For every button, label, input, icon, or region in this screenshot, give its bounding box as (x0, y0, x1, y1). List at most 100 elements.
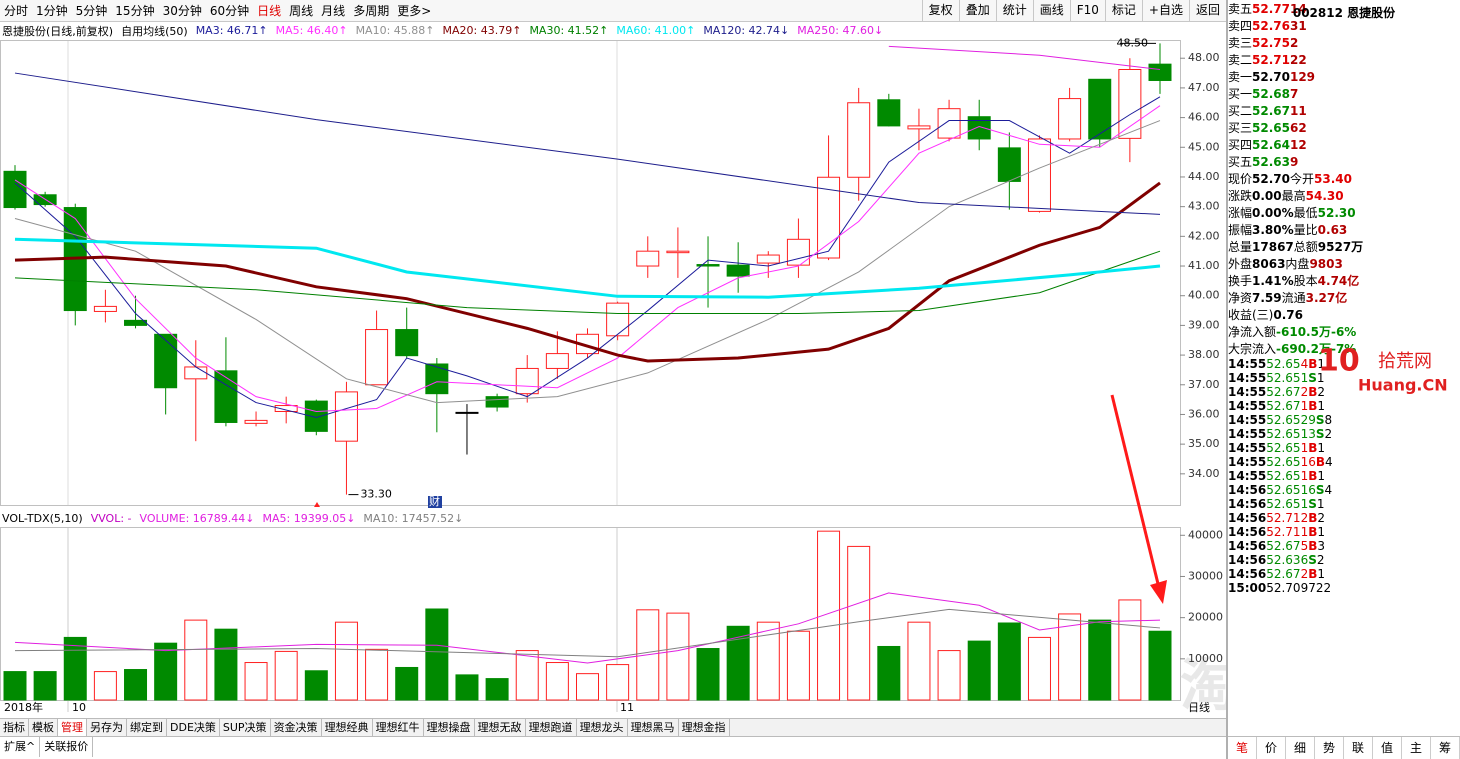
cell: 换手 (1228, 274, 1253, 288)
indicator-tab[interactable]: SUP决策 (220, 719, 271, 736)
cell: 今开 (1289, 172, 1314, 186)
trade-row: 14:5652.712B2 (1228, 511, 1460, 525)
volume-bar (817, 530, 841, 701)
panel-tab[interactable]: 值 (1373, 737, 1402, 759)
cell: 52.67 (1266, 385, 1301, 399)
period-tab[interactable]: 60分钟 (209, 4, 250, 18)
order-row: 卖一52.70129 (1228, 68, 1460, 85)
indicator-tab[interactable]: 理想操盘 (424, 719, 475, 736)
y-tick-label: 43.00 (1188, 200, 1220, 213)
period-tab[interactable]: 5分钟 (75, 4, 108, 18)
indicator-tab[interactable]: 管理 (58, 719, 87, 736)
candle-body (395, 329, 419, 357)
cell: 1 (1300, 525, 1309, 539)
cell: B (1308, 385, 1318, 399)
toolbar-button[interactable]: 统计 (995, 0, 1033, 21)
cell: 52.65 (1266, 441, 1301, 455)
period-tab[interactable]: 30分钟 (162, 4, 202, 18)
toolbar-button[interactable]: F10 (1069, 0, 1105, 21)
indicator-tab[interactable]: 理想龙头 (577, 719, 628, 736)
toolbar-button[interactable]: +自选 (1141, 0, 1189, 21)
quote-row: 涨幅0.00%最低52.30 (1228, 204, 1460, 221)
candle-body (545, 353, 569, 369)
period-tab[interactable]: 1分钟 (36, 4, 68, 18)
y-tick-label: 37.00 (1188, 378, 1220, 391)
indicator-tab[interactable]: 理想经典 (322, 719, 373, 736)
period-tab[interactable]: 日线 (257, 4, 282, 18)
toolbar-button[interactable]: 标记 (1104, 0, 1142, 21)
panel-tab[interactable]: 势 (1315, 737, 1344, 759)
cell: 4.74亿 (1317, 274, 1360, 288)
period-tab[interactable]: 月线 (321, 4, 346, 18)
indicator-tab[interactable]: DDE决策 (167, 719, 220, 736)
cell: 1 (1300, 469, 1309, 483)
cell: 1 (1300, 371, 1309, 385)
candle-body (214, 370, 238, 423)
indicator-tab[interactable]: 资金决策 (271, 719, 322, 736)
y-tick-label: 44.00 (1188, 170, 1220, 183)
trade-row: 14:5552.6529S8 (1228, 413, 1460, 427)
quote-row: 振幅3.80%量比0.63 (1228, 221, 1460, 238)
indicator-tab[interactable]: 理想跑道 (526, 719, 577, 736)
candle-body (696, 264, 720, 267)
cell: 买四 (1228, 138, 1253, 152)
panel-tab[interactable]: 细 (1286, 737, 1315, 759)
cell: 52.75 (1252, 36, 1290, 50)
order-row: 买一52.687 (1228, 85, 1460, 102)
indicator-tab[interactable]: 理想无敌 (475, 719, 526, 736)
bottom-tab[interactable]: 扩展^ (0, 737, 41, 757)
indicator-tab[interactable]: 理想红牛 (373, 719, 424, 736)
cell: 内盘 (1285, 257, 1310, 271)
indicator-tab[interactable]: 理想黑马 (628, 719, 679, 736)
bottom-tab[interactable]: 关联报价 (40, 737, 94, 757)
indicator-tab[interactable]: 模板 (29, 719, 58, 736)
cell: 买三 (1228, 121, 1253, 135)
candle-body (304, 400, 328, 432)
indicator-tab[interactable]: 另存为 (87, 719, 127, 736)
indicator-tab[interactable]: 绑定到 (127, 719, 167, 736)
candle-body (817, 176, 841, 259)
cell: 14:55 (1228, 371, 1267, 385)
cell: 52.76 (1252, 19, 1290, 33)
volume-tick-label: 30000 (1188, 569, 1223, 582)
toolbar-button[interactable]: 返回 (1188, 0, 1226, 21)
ma-line (14, 592, 1161, 664)
toolbar-button[interactable]: 叠加 (958, 0, 996, 21)
period-tab[interactable]: 周线 (289, 4, 314, 18)
trade-row: 14:5652.6516S4 (1228, 483, 1460, 497)
volume-bar (274, 650, 298, 701)
period-tab[interactable]: 15分钟 (115, 4, 155, 18)
cell: 14 (1289, 2, 1307, 16)
candle-body (124, 319, 148, 326)
period-tab[interactable]: 多周期 (353, 4, 390, 18)
panel-tab[interactable]: 筹 (1431, 737, 1460, 759)
y-tick-label: 48.00 (1188, 51, 1220, 64)
period-tab[interactable]: 分时 (4, 4, 29, 18)
toolbar-button[interactable]: 画线 (1032, 0, 1070, 21)
indicator-tab[interactable]: 理想金指 (679, 719, 730, 736)
cell: S (1315, 427, 1325, 441)
cell: 1 (1317, 525, 1325, 539)
cell: 涨跌 (1228, 189, 1253, 203)
panel-tab[interactable]: 主 (1402, 737, 1431, 759)
cell: 净流入额 (1228, 325, 1277, 339)
cell: 1 (1317, 567, 1325, 581)
panel-tab[interactable]: 联 (1344, 737, 1373, 759)
cell: 17867 (1252, 240, 1294, 254)
quote-row: 净资7.59流通3.27亿 (1228, 289, 1460, 306)
cell: 买二 (1228, 104, 1253, 118)
trade-row: 14:5652.672B1 (1228, 567, 1460, 581)
volume-bar (967, 640, 991, 701)
cell: 22 (1315, 581, 1332, 595)
volume-bar (1148, 630, 1172, 701)
cell: B (1308, 511, 1318, 525)
candle-body (606, 302, 630, 337)
panel-tab[interactable]: 笔 (1228, 737, 1257, 759)
panel-tab[interactable]: 价 (1257, 737, 1286, 759)
cell: 现价 (1228, 172, 1253, 186)
ma-line (14, 250, 1161, 315)
indicator-tab[interactable]: 指标 (0, 719, 29, 736)
period-tab[interactable]: 更多> (397, 4, 432, 18)
toolbar-button[interactable]: 复权 (921, 0, 959, 21)
trade-row: 14:5652.675B3 (1228, 539, 1460, 553)
